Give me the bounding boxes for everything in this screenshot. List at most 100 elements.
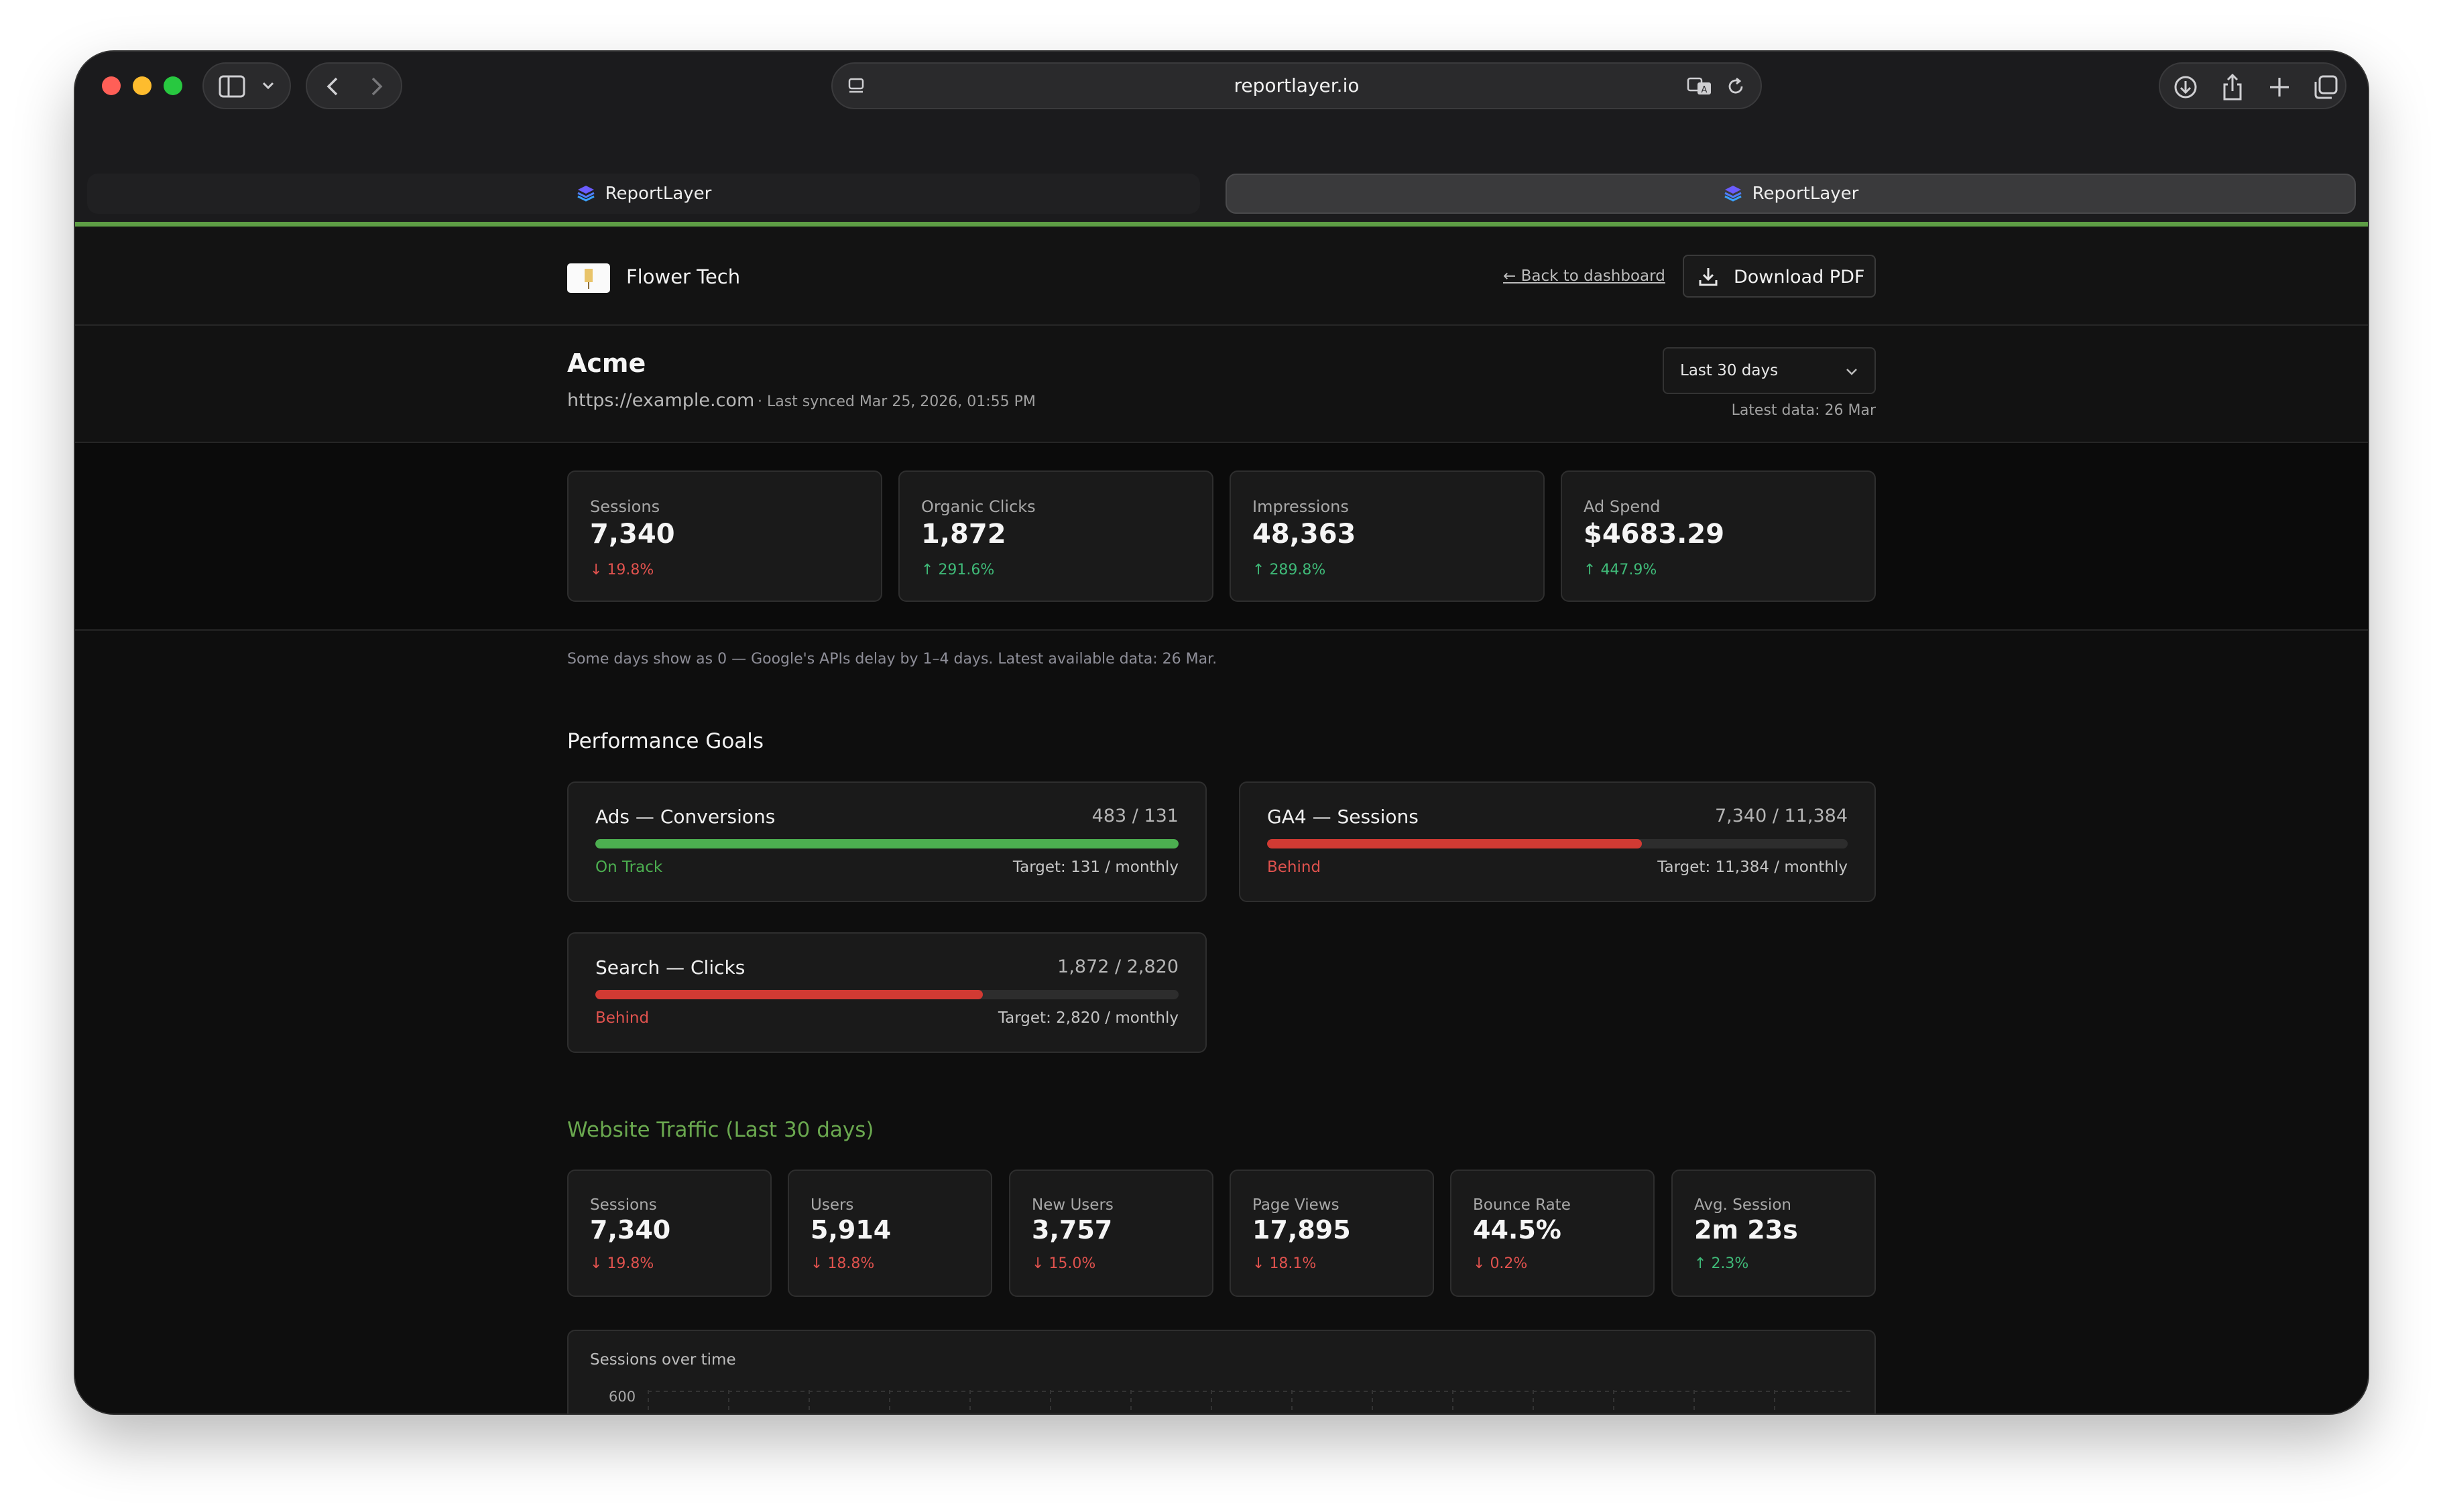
- kpi-summary: Sessions 7,340 ↓ 19.8% Organic Clicks 1,…: [75, 443, 2368, 631]
- kpi-value: 44.5%: [1473, 1215, 1561, 1245]
- kpi-delta: ↑ 2.3%: [1694, 1255, 1749, 1272]
- client-info: Acme https://example.com · Last synced M…: [75, 326, 2368, 443]
- kpi-value: 7,340: [590, 519, 675, 550]
- tab-reportlayer-2[interactable]: ReportLayer: [1226, 174, 2356, 214]
- goal-ratio: 7,340 / 11,384: [1714, 806, 1848, 826]
- browser-actions-group: [2159, 62, 2346, 109]
- tab-label: ReportLayer: [605, 184, 712, 204]
- kpi-value: 7,340: [590, 1215, 671, 1245]
- minimize-window-button[interactable]: [133, 76, 152, 95]
- sidebar-icon[interactable]: [219, 75, 245, 98]
- kpi-label: Ad Spend: [1584, 497, 1661, 516]
- goal-progress-fill: [595, 839, 1179, 848]
- arrow-down-icon: ↓: [1252, 1255, 1265, 1272]
- kpi-card-impressions: Impressions 48,363 ↑ 289.8%: [1230, 470, 1545, 602]
- client-name: Acme: [567, 349, 646, 378]
- goal-card-ga4-sessions: GA4 — Sessions 7,340 / 11,384 Behind Tar…: [1239, 781, 1876, 902]
- kpi-value: 2m 23s: [1694, 1215, 1798, 1245]
- kpi-label: Impressions: [1252, 497, 1349, 516]
- download-icon: [1699, 268, 1718, 286]
- kpi-card-ad-spend: Ad Spend $4683.29 ↑ 447.9%: [1561, 470, 1876, 602]
- back-to-dashboard-link[interactable]: ← Back to dashboard: [1503, 267, 1665, 285]
- y-axis-tick-label: 600: [609, 1389, 636, 1405]
- chart-title: Sessions over time: [590, 1351, 736, 1369]
- translate-icon[interactable]: A: [1687, 76, 1714, 97]
- goal-card-ads-conversions: Ads — Conversions 483 / 131 On Track Tar…: [567, 781, 1207, 902]
- kpi-delta: ↓ 15.0%: [1032, 1255, 1096, 1272]
- new-tab-icon[interactable]: [2267, 75, 2291, 99]
- brand-logo: [567, 263, 610, 293]
- goal-target: Target: 11,384 / monthly: [1657, 859, 1848, 876]
- client-url[interactable]: https://example.com: [567, 390, 755, 411]
- kpi-label: Sessions: [590, 497, 660, 516]
- arrow-down-icon: ↓: [590, 1255, 603, 1272]
- kpi-delta: ↑ 289.8%: [1252, 562, 1326, 578]
- report-header: Flower Tech ← Back to dashboard Download…: [75, 227, 2368, 326]
- tab-bar: ReportLayer ReportLayer: [75, 120, 2368, 222]
- arrow-down-icon: ↓: [590, 562, 603, 578]
- arrow-down-icon: ↓: [1032, 1255, 1045, 1272]
- goal-target: Target: 2,820 / monthly: [998, 1009, 1179, 1027]
- goal-status: Behind: [595, 1009, 650, 1027]
- browser-window: reportlayer.io A: [75, 52, 2368, 1413]
- reportlayer-logo-icon: [577, 186, 595, 202]
- address-bar[interactable]: reportlayer.io A: [831, 62, 1762, 109]
- goal-progress-track: [595, 990, 1179, 999]
- kpi-value: 17,895: [1252, 1215, 1351, 1245]
- forward-arrow-icon[interactable]: [369, 76, 385, 97]
- arrow-up-icon: ↑: [1252, 562, 1265, 578]
- kpi-label: Bounce Rate: [1473, 1196, 1571, 1214]
- kpi-value: 5,914: [811, 1215, 892, 1245]
- date-range-value: Last 30 days: [1680, 362, 1779, 379]
- share-icon[interactable]: [2219, 72, 2246, 102]
- reportlayer-logo-icon: [1724, 186, 1742, 202]
- arrow-up-icon: ↑: [921, 562, 934, 578]
- zoom-window-button[interactable]: [164, 76, 182, 95]
- history-nav-group: [306, 62, 402, 109]
- traffic-kpi-avg-session: Avg. Session 2m 23s ↑ 2.3%: [1671, 1170, 1876, 1297]
- url-text[interactable]: reportlayer.io: [1234, 74, 1360, 97]
- goal-target: Target: 131 / monthly: [1012, 859, 1179, 876]
- kpi-delta: ↓ 19.8%: [590, 1255, 654, 1272]
- chart-gridlines: [648, 1390, 1854, 1413]
- close-window-button[interactable]: [102, 76, 121, 95]
- tab-overview-icon[interactable]: [2313, 74, 2338, 100]
- page-menu-icon[interactable]: [847, 77, 865, 96]
- traffic-kpi-sessions: Sessions 7,340 ↓ 19.8%: [567, 1170, 772, 1297]
- data-delay-notice: Some days show as 0 — Google's APIs dela…: [567, 651, 1217, 668]
- kpi-delta: ↓ 18.8%: [811, 1255, 875, 1272]
- kpi-delta: ↓ 18.1%: [1252, 1255, 1317, 1272]
- download-pdf-button[interactable]: Download PDF: [1683, 255, 1876, 298]
- goal-ratio: 1,872 / 2,820: [1057, 956, 1179, 977]
- kpi-delta: ↓ 19.8%: [590, 562, 654, 578]
- arrow-down-icon: ↓: [1473, 1255, 1486, 1272]
- sidebar-toggle-group[interactable]: [202, 62, 291, 109]
- date-range-select[interactable]: Last 30 days: [1663, 347, 1876, 394]
- chevron-down-icon[interactable]: [261, 80, 275, 91]
- chevron-down-icon: [1846, 369, 1857, 375]
- tab-label: ReportLayer: [1752, 184, 1859, 204]
- latest-data-text: Latest data: 26 Mar: [1731, 402, 1876, 419]
- svg-text:A: A: [1702, 85, 1708, 95]
- goal-title: Ads — Conversions: [595, 806, 776, 828]
- kpi-value: 1,872: [921, 519, 1006, 550]
- kpi-card-organic-clicks: Organic Clicks 1,872 ↑ 291.6%: [898, 470, 1213, 602]
- arrow-up-icon: ↑: [1694, 1255, 1707, 1272]
- goal-status: Behind: [1267, 859, 1321, 876]
- goal-ratio: 483 / 131: [1091, 806, 1179, 826]
- kpi-label: New Users: [1032, 1196, 1114, 1214]
- report-page: Flower Tech ← Back to dashboard Download…: [75, 227, 2368, 1413]
- goal-title: Search — Clicks: [595, 956, 746, 979]
- reload-icon[interactable]: [1726, 76, 1746, 97]
- goal-progress-fill: [1267, 839, 1642, 848]
- traffic-kpi-users: Users 5,914 ↓ 18.8%: [788, 1170, 992, 1297]
- arrow-up-icon: ↑: [1584, 562, 1596, 578]
- downloads-icon[interactable]: [2172, 74, 2199, 101]
- traffic-kpi-page-views: Page Views 17,895 ↓ 18.1%: [1230, 1170, 1434, 1297]
- tab-reportlayer-1[interactable]: ReportLayer: [87, 174, 1200, 214]
- performance-goals-heading: Performance Goals: [567, 729, 764, 753]
- traffic-kpi-new-users: New Users 3,757 ↓ 15.0%: [1009, 1170, 1213, 1297]
- back-arrow-icon[interactable]: [324, 76, 341, 97]
- kpi-card-sessions: Sessions 7,340 ↓ 19.8%: [567, 470, 882, 602]
- kpi-label: Page Views: [1252, 1196, 1339, 1214]
